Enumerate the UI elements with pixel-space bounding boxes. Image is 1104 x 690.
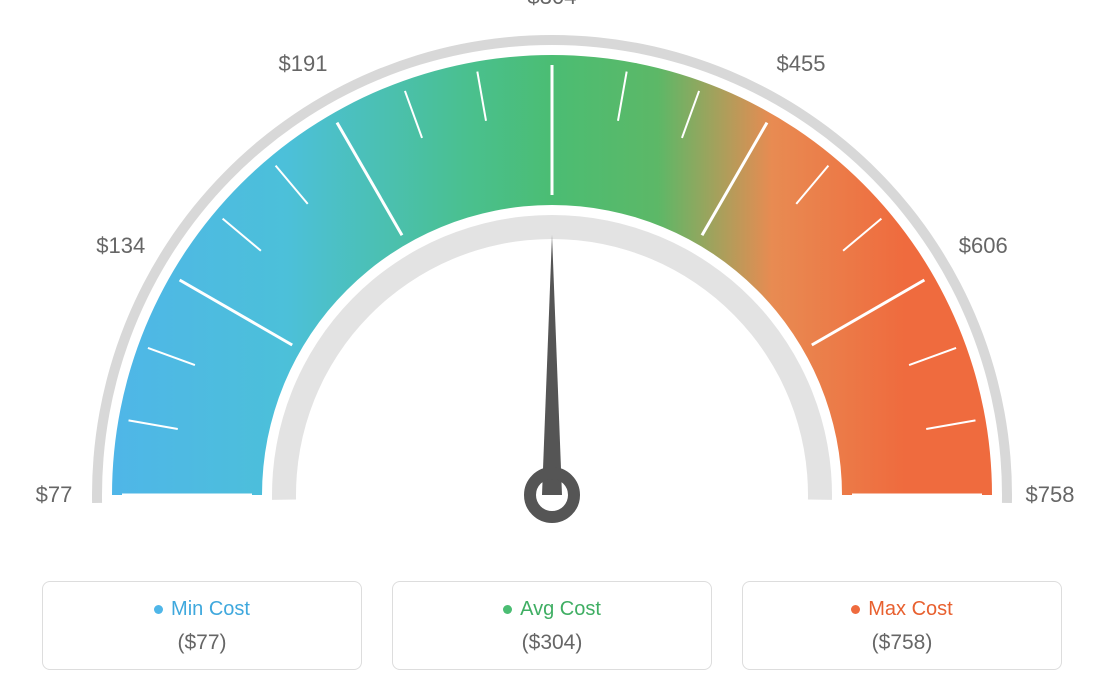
legend-title-text: Avg Cost	[520, 598, 601, 621]
legend-dot-icon	[851, 605, 860, 614]
legend-title: Avg Cost	[403, 598, 701, 621]
gauge-tick-label: $606	[959, 233, 1008, 259]
gauge-tick-label: $134	[96, 233, 145, 259]
legend-dot-icon	[154, 605, 163, 614]
legend-value: ($77)	[53, 631, 351, 655]
gauge-tick-label: $304	[528, 0, 577, 10]
legend-title-text: Min Cost	[171, 598, 250, 621]
legend-value: ($758)	[753, 631, 1051, 655]
legend-title: Max Cost	[753, 598, 1051, 621]
gauge-chart: $77 $134 $191 $304 $455 $606 $758	[0, 0, 1104, 560]
gauge-svg	[0, 0, 1104, 560]
gauge-tick-label: $77	[36, 482, 73, 508]
legend-value: ($304)	[403, 631, 701, 655]
gauge-tick-label: $191	[279, 51, 328, 77]
gauge-tick-label: $758	[1026, 482, 1075, 508]
legend-card: Max Cost ($758)	[742, 581, 1062, 670]
legend-dot-icon	[503, 605, 512, 614]
legend-card: Min Cost ($77)	[42, 581, 362, 670]
legend-card: Avg Cost ($304)	[392, 581, 712, 670]
legend-row: Min Cost ($77) Avg Cost ($304) Max Cost ($758…	[0, 581, 1104, 670]
gauge-tick-label: $455	[777, 51, 826, 77]
legend-title-text: Max Cost	[868, 598, 952, 621]
legend-title: Min Cost	[53, 598, 351, 621]
